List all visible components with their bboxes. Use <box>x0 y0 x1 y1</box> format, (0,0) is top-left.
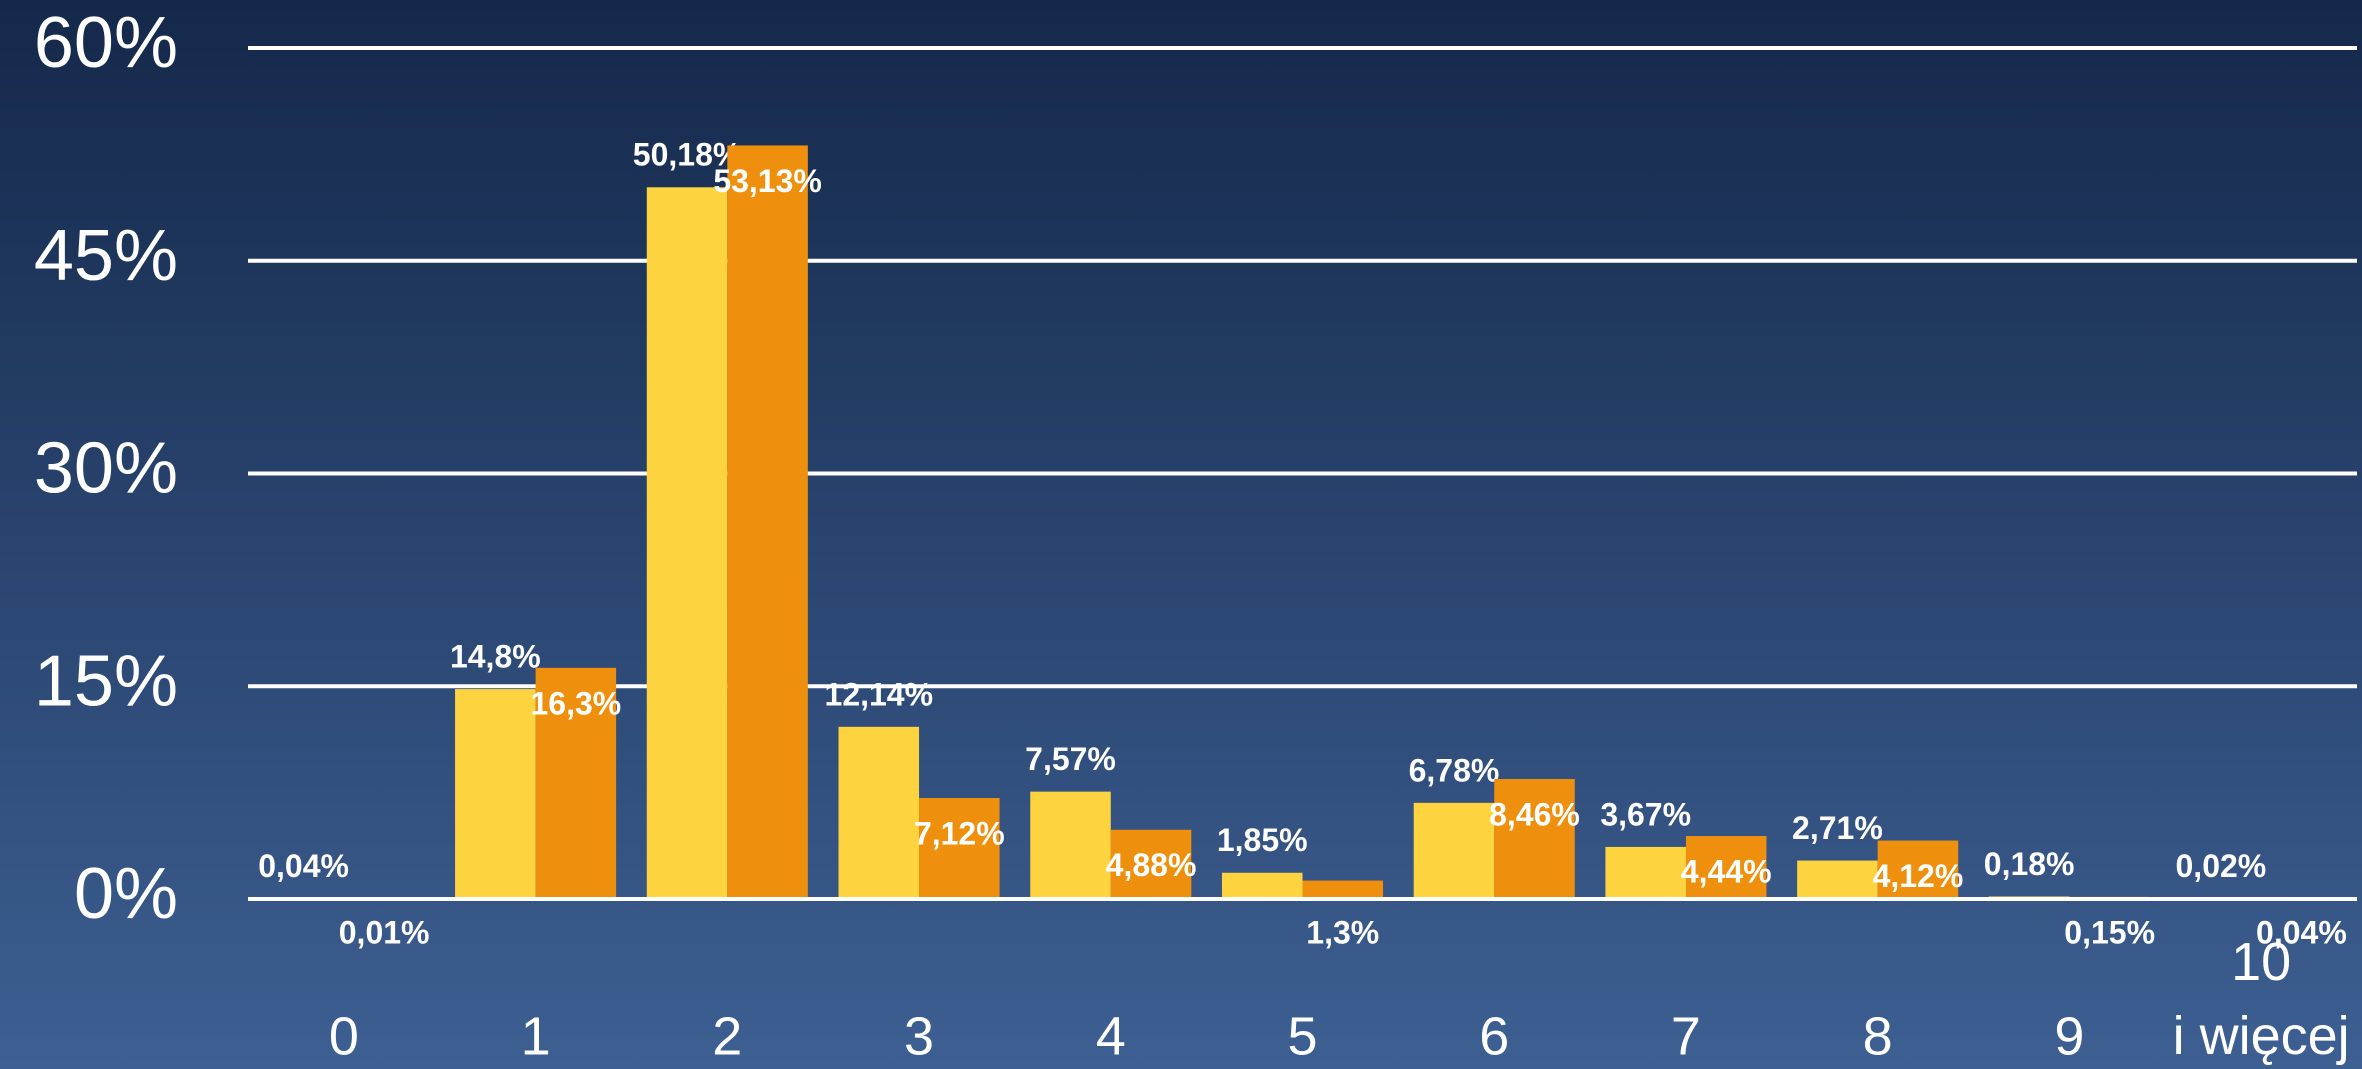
value-label: 12,14% <box>825 676 934 712</box>
bar <box>646 187 728 899</box>
value-label: 0,15% <box>2064 914 2155 950</box>
bar <box>1605 846 1686 899</box>
value-label: 8,46% <box>1489 796 1580 832</box>
bar <box>838 726 920 899</box>
x-tick-label: 7 <box>1671 1006 1701 1066</box>
bar <box>1685 836 1767 899</box>
value-label: 0,04% <box>2256 914 2347 950</box>
x-tick-label: 1 <box>521 1006 551 1066</box>
y-tick-label: 45% <box>34 216 178 296</box>
y-tick-label: 30% <box>34 429 178 509</box>
bar <box>919 798 1000 899</box>
value-label: 3,67% <box>1600 796 1691 832</box>
value-label: 1,3% <box>1306 914 1379 950</box>
bar <box>1494 779 1575 899</box>
x-tick-label: 10 i więcej <box>2173 932 2350 1066</box>
bar <box>1877 840 1959 899</box>
x-tick-label: 8 <box>1863 1006 1893 1066</box>
x-tick-label: 2 <box>712 1006 742 1066</box>
x-tick-label: 4 <box>1096 1006 1126 1066</box>
y-tick-label: 15% <box>34 641 178 721</box>
value-label: 0,02% <box>2176 848 2267 884</box>
value-label: 4,88% <box>1106 847 1197 883</box>
bar <box>1030 791 1111 899</box>
x-tick-label: 3 <box>904 1006 934 1066</box>
value-label: 1,85% <box>1217 822 1308 858</box>
bar <box>1221 872 1303 899</box>
value-label: 16,3% <box>530 685 621 721</box>
bar <box>1797 860 1878 899</box>
value-label: 7,12% <box>914 815 1005 851</box>
bar <box>535 667 617 899</box>
y-tick-label: 0% <box>74 854 178 934</box>
y-tick-label: 60% <box>34 3 178 83</box>
value-label: 2,71% <box>1792 810 1883 846</box>
x-tick-label: 6 <box>1479 1006 1509 1066</box>
bar <box>1413 802 1495 899</box>
value-label: 50,18% <box>633 137 742 173</box>
x-tick-label: 9 <box>2054 1006 2084 1066</box>
bar <box>727 145 808 899</box>
value-label: 0,04% <box>258 848 349 884</box>
bar <box>1302 880 1384 899</box>
value-label: 0,18% <box>1984 846 2075 882</box>
value-label: 4,12% <box>1873 858 1964 894</box>
value-label: 0,01% <box>339 914 430 950</box>
value-label: 7,57% <box>1025 741 1116 777</box>
value-label: 14,8% <box>450 639 541 675</box>
value-label: 53,13% <box>713 163 822 199</box>
bar <box>1110 829 1192 899</box>
x-tick-label: 0 <box>329 1006 359 1066</box>
x-tick-label: 5 <box>1287 1006 1317 1066</box>
bar <box>455 689 536 899</box>
value-label: 6,78% <box>1409 752 1500 788</box>
value-label: 4,44% <box>1681 853 1772 889</box>
